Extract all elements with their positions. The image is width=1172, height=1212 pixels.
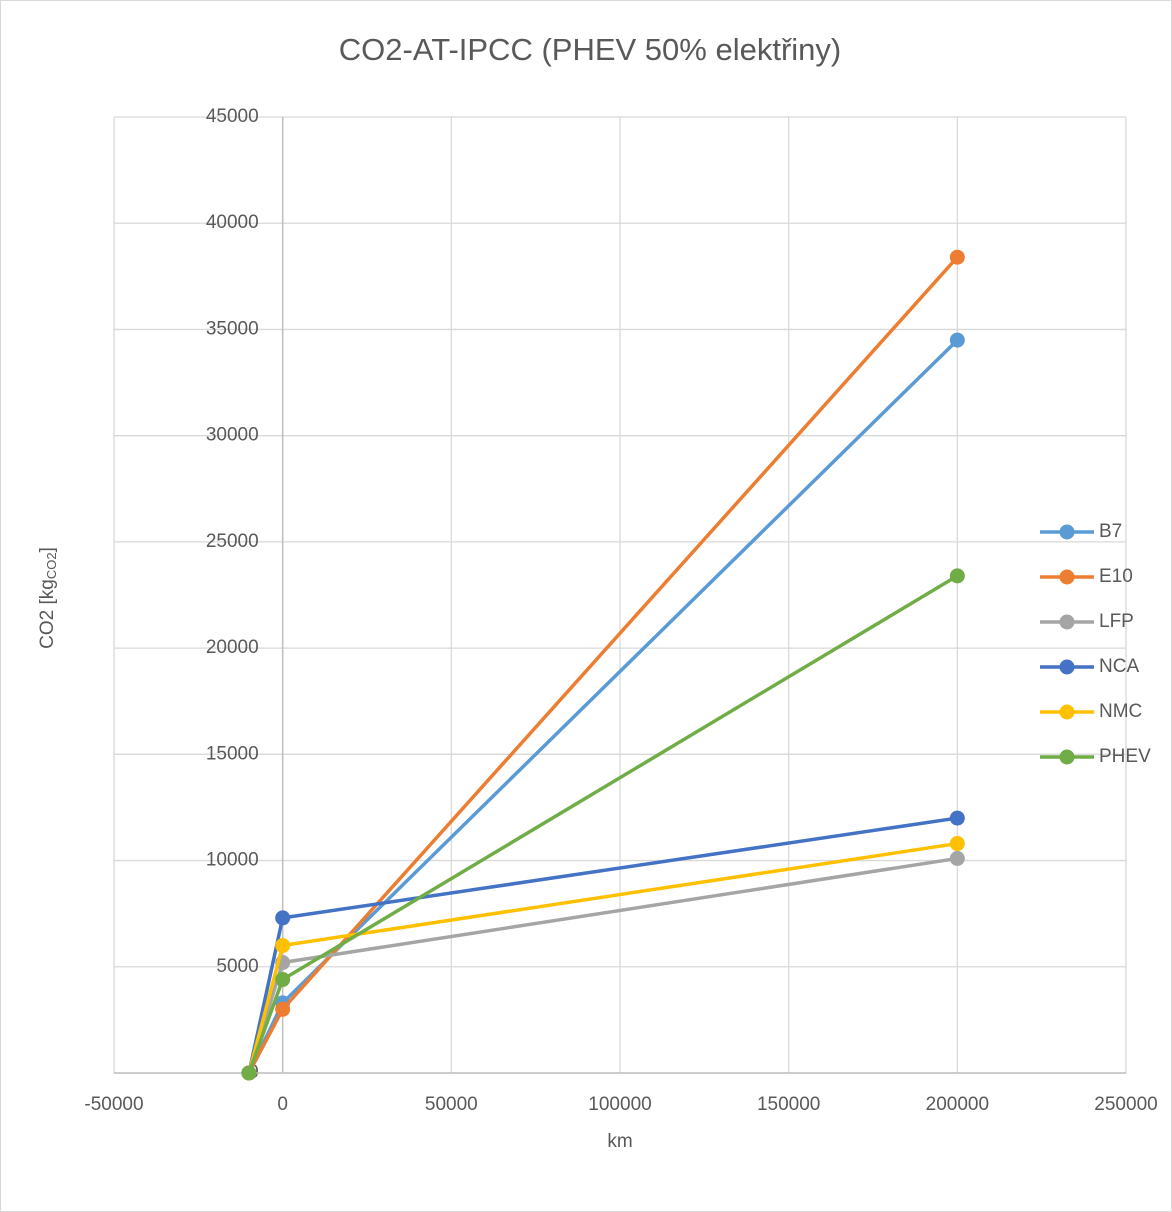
legend-marker — [1059, 569, 1075, 585]
y-tick-label: 20000 — [206, 637, 259, 658]
y-tick-label: 25000 — [206, 531, 259, 552]
legend-marker — [1059, 614, 1075, 630]
data-point — [275, 910, 291, 926]
data-point — [949, 332, 965, 348]
x-tick-label: 200000 — [926, 1094, 989, 1115]
data-point — [949, 810, 965, 826]
y-tick-label: 45000 — [206, 106, 259, 127]
data-point — [275, 972, 291, 988]
y-tick-label: 15000 — [206, 743, 259, 764]
legend-label: NCA — [1099, 656, 1139, 677]
legend-label: E10 — [1099, 566, 1133, 587]
y-label-end: ] — [37, 547, 58, 552]
legend-label: PHEV — [1099, 746, 1151, 767]
y-tick-label: 35000 — [206, 318, 259, 339]
y-tick-label: 10000 — [206, 850, 259, 871]
data-point — [949, 568, 965, 584]
y-axis-label: CO2 [kgCO2] — [37, 547, 59, 649]
x-tick-label: 50000 — [425, 1094, 478, 1115]
x-tick-label: 100000 — [588, 1094, 651, 1115]
data-point — [949, 850, 965, 866]
legend-marker — [1059, 704, 1075, 720]
x-tick-label: -50000 — [84, 1094, 143, 1115]
legend-label: B7 — [1099, 521, 1122, 542]
data-point — [949, 249, 965, 265]
legend-marker — [1059, 659, 1075, 675]
y-label-main: CO2 [kg — [37, 579, 58, 649]
x-tick-label: 250000 — [1094, 1094, 1157, 1115]
data-point — [275, 938, 291, 954]
data-point — [275, 1001, 291, 1017]
data-point — [241, 1065, 257, 1081]
x-axis-label: km — [607, 1131, 632, 1152]
chart-title: CO2-AT-IPCC (PHEV 50% elektřiny) — [339, 32, 841, 67]
y-label-sub: CO2 — [44, 552, 59, 579]
legend-label: NMC — [1099, 701, 1142, 722]
x-tick-label: 150000 — [757, 1094, 820, 1115]
y-tick-label: 30000 — [206, 425, 259, 446]
legend-marker — [1059, 749, 1075, 765]
legend-marker — [1059, 524, 1075, 540]
legend-label: LFP — [1099, 611, 1134, 632]
x-tick-label: 0 — [277, 1094, 288, 1115]
data-point — [949, 836, 965, 852]
y-tick-label: 5000 — [216, 956, 258, 977]
y-tick-label: 40000 — [206, 212, 259, 233]
